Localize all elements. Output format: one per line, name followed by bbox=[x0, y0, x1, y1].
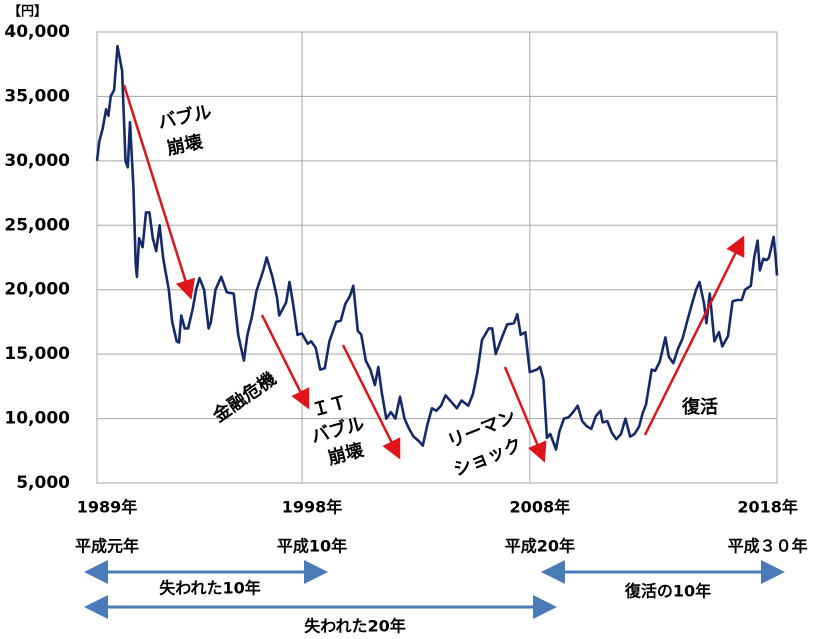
y-tick-label: 10,000 bbox=[4, 409, 70, 429]
y-tick-label: 20,000 bbox=[4, 280, 70, 300]
plot-frame bbox=[96, 31, 778, 484]
y-tick-label: 30,000 bbox=[4, 151, 70, 171]
y-tick-label: 5,000 bbox=[16, 473, 70, 493]
y-tick-label: 35,000 bbox=[4, 86, 70, 106]
x-era-label: 平成３０年 bbox=[728, 537, 808, 556]
x-tick-label: 1998年 bbox=[282, 498, 343, 517]
y-unit: 【円】 bbox=[8, 4, 47, 20]
period-label: 失われた20年 bbox=[304, 617, 405, 636]
annotation-text: ＩＴ bbox=[310, 392, 350, 422]
annotation-arrow bbox=[643, 235, 745, 436]
annotation-arrow bbox=[503, 366, 547, 463]
annotation-text: 復活 bbox=[681, 396, 718, 418]
annotation-arrow bbox=[260, 314, 310, 410]
y-tick-label: 15,000 bbox=[4, 344, 70, 364]
x-era-label: 平成元年 bbox=[75, 537, 139, 556]
y-tick-label: 40,000 bbox=[4, 22, 70, 42]
annotation-text: 崩壊 bbox=[326, 439, 366, 470]
x-era-label: 平成20年 bbox=[505, 537, 575, 556]
price-line bbox=[95, 44, 779, 451]
x-tick-label: 2018年 bbox=[737, 498, 798, 517]
annotation-text: 崩壊 bbox=[165, 131, 205, 160]
annotation-arrow bbox=[341, 344, 401, 460]
annotation-arrow bbox=[122, 84, 196, 300]
period-label: 復活の10年 bbox=[624, 582, 711, 601]
x-tick-label: 1989年 bbox=[77, 498, 138, 517]
period-label: 失われた10年 bbox=[159, 579, 260, 598]
annotation-text: バブル bbox=[156, 101, 213, 134]
x-era-label: 平成10年 bbox=[277, 537, 347, 556]
y-tick-label: 25,000 bbox=[4, 215, 70, 235]
x-tick-label: 2008年 bbox=[510, 498, 571, 517]
